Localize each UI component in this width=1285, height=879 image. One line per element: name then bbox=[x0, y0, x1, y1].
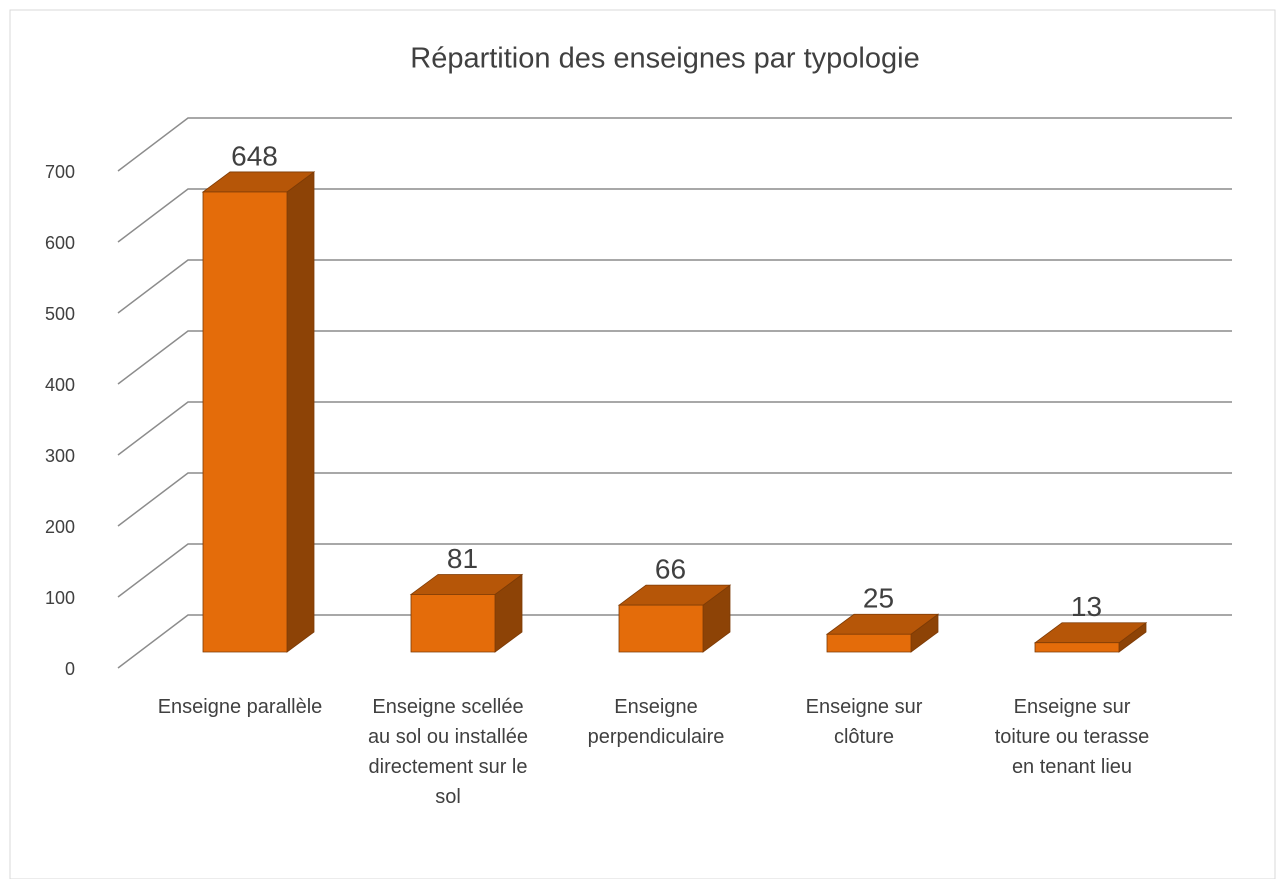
bar-front bbox=[410, 594, 496, 653]
y-tick-label: 0 bbox=[65, 659, 75, 679]
bar bbox=[825, 613, 940, 653]
grid-line bbox=[117, 117, 1232, 172]
y-tick-label: 600 bbox=[45, 233, 75, 253]
data-label: 13 bbox=[1071, 591, 1102, 622]
grid-line bbox=[117, 330, 1232, 385]
grid-line bbox=[117, 188, 1232, 243]
bar bbox=[617, 584, 732, 653]
bar-side bbox=[286, 171, 315, 653]
x-tick-label: Enseigne perpendiculaire bbox=[587, 696, 725, 748]
grid-line bbox=[117, 401, 1232, 456]
bar-front bbox=[618, 604, 704, 653]
data-label: 648 bbox=[231, 140, 278, 171]
y-tick-label: 700 bbox=[45, 162, 75, 182]
bar bbox=[1033, 621, 1148, 653]
bar-front bbox=[1034, 642, 1120, 653]
x-tick-label: Enseigne scellée au sol ou installée dir… bbox=[367, 696, 529, 808]
x-tick-label: Enseigne sur toiture ou terasse en tenan… bbox=[994, 696, 1150, 778]
grid-line bbox=[117, 259, 1232, 314]
chart-title: Répartition des enseignes par typologie bbox=[410, 43, 919, 75]
y-tick-label: 300 bbox=[45, 446, 75, 466]
data-label: 81 bbox=[447, 543, 478, 574]
y-tick-label: 500 bbox=[45, 304, 75, 324]
y-tick-label: 200 bbox=[45, 517, 75, 537]
bar bbox=[201, 171, 316, 653]
grid-line bbox=[117, 543, 1232, 598]
x-tick-label: Enseigne sur clôture bbox=[805, 696, 923, 748]
data-label: 66 bbox=[655, 554, 686, 585]
bar-front bbox=[202, 191, 288, 653]
x-tick-label: Enseigne parallèle bbox=[157, 696, 323, 718]
grid-line bbox=[117, 472, 1232, 527]
bar bbox=[409, 573, 524, 653]
bar-front bbox=[826, 633, 912, 653]
data-label: 25 bbox=[863, 583, 894, 614]
y-tick-label: 400 bbox=[45, 375, 75, 395]
y-tick-label: 100 bbox=[45, 588, 75, 608]
